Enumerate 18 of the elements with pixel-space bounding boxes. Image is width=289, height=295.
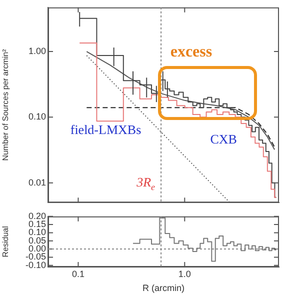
- y-tick-label: 0.15: [28, 219, 46, 230]
- y-tick-label: 0.20: [28, 210, 46, 221]
- y-tick-label: -0.10: [25, 260, 46, 270]
- y-tick-label: 0.05: [28, 235, 46, 246]
- y-axis-title: Residual: [1, 226, 10, 258]
- annotation: field-LMXBs: [70, 122, 142, 137]
- y-tick-label: 0.10: [28, 227, 46, 238]
- y-tick-label: 0.00: [28, 244, 46, 254]
- x-tick-label: 0.1: [72, 268, 84, 279]
- y-tick-label: 0.10: [28, 112, 46, 122]
- y-tick-label: 1.00: [28, 46, 46, 56]
- annotation: CXB: [210, 132, 238, 147]
- y-axis-title: Number of Sources per arcmin²: [1, 48, 10, 161]
- x-tick-label: 1.0: [178, 268, 191, 279]
- x-axis-title: R (arcmin): [142, 283, 184, 294]
- y-tick-label: -0.05: [25, 252, 46, 262]
- y-tick-label: 0.01: [28, 177, 46, 188]
- annotation: excess: [170, 43, 212, 60]
